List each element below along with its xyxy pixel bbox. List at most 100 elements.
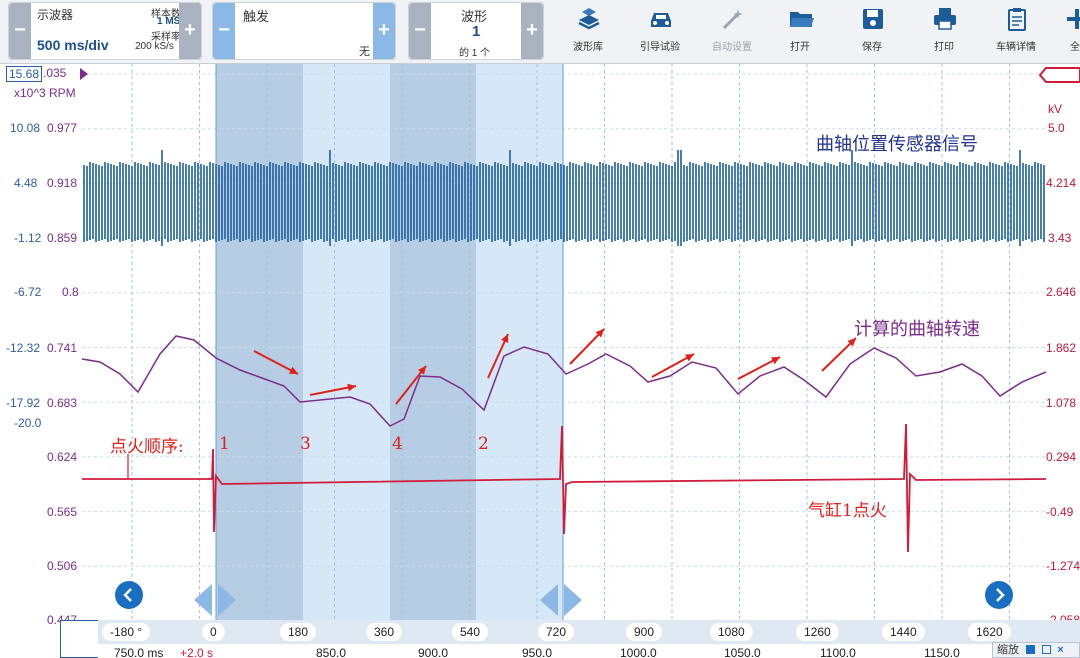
ruler-degree-label: 720 [538,623,575,641]
timebase-decrease-button[interactable]: − [9,3,31,59]
ruler-degree-label: 1260 [796,623,839,641]
ruler-degree-label: 360 [366,623,403,641]
close-icon[interactable]: × [1057,644,1064,656]
left-axis-a-top[interactable]: 15.68 [6,66,43,82]
time-label: 1150.0 [924,646,960,658]
left-axis-b-tick: 0.506 [47,559,78,573]
open-button[interactable]: 打开 [768,2,832,60]
open-label: 打开 [790,42,810,53]
floppy-disk-icon [863,9,883,29]
waveform-of: 的 1 个 [459,48,491,59]
vehicle-details-button[interactable]: 车辆详情 [984,2,1048,60]
scroll-left-button[interactable] [114,580,144,610]
waveform-prev-button[interactable]: − [409,3,431,59]
guided-test-button[interactable]: 引导试验 [628,2,692,60]
waveform-library-label: 波形库 [573,42,603,53]
scroll-right-button[interactable] [984,580,1014,610]
chevron-left-icon [123,588,132,602]
firing-order-annotation: 点火顺序: [110,437,184,457]
more-label: 全 [1070,42,1080,53]
left-axis-b-tick: 0.977 [47,121,78,135]
right-axis-tick: 3.43 [1048,231,1072,245]
left-axis-b-tick: 0.918 [47,176,78,190]
scope-plot[interactable]: 15.68 .035 x10^3 RPM 10.08 4.48 -1.12 -6… [0,64,1080,627]
waveform-title: 波形 [461,9,488,24]
time-label: 900.0 [418,646,449,658]
arrow-head-icon [289,366,298,374]
right-axis-tick: 2.646 [1046,285,1077,299]
left-axis-a-tick: 10.08 [10,121,41,135]
waveform-number[interactable]: 1 [472,23,481,40]
auto-setup-button[interactable]: 自动设置 [700,2,764,60]
timebase-value[interactable]: 500 ms/div [37,37,109,53]
time-label: 1100.0 [820,646,856,658]
right-axis-tick: -0.49 [1046,505,1074,519]
right-axis-tick: 1.078 [1046,396,1077,410]
zoom-label: 缩放 [997,644,1019,656]
right-axis-tick: 5.0 [1048,121,1065,135]
ruler-origin-box [60,620,98,658]
degree-ruler[interactable]: -180 ° 0 180 360 540 720 900 1080 1260 1… [98,620,1080,644]
time-label: 850.0 [316,646,347,658]
guided-test-label: 引导试验 [640,42,680,53]
rate-label: 采样率 [151,32,181,43]
folder-icon [790,12,814,27]
ruler-degree-label: 1440 [882,623,925,641]
cylinder-band [390,64,476,620]
clipboard-icon [1008,8,1026,31]
ruler-degree-label: 900 [626,623,663,641]
time-offset-label: +2.0 s [180,646,214,658]
ignition-trace [82,423,1047,553]
time-label: 750.0 ms [114,646,164,658]
cylinder-label: 2 [478,434,489,454]
timebase-increase-button[interactable]: + [179,3,201,59]
trigger-control: − 触发 无 + [212,2,396,60]
ruler-handle-left[interactable] [192,582,240,618]
maximize-icon[interactable] [1042,645,1052,654]
left-axis-b-tick: 0.8 [62,285,79,299]
save-button[interactable]: 保存 [840,2,904,60]
minimize-icon[interactable] [1026,645,1036,654]
auto-setup-label: 自动设置 [712,42,752,53]
time-ruler: 750.0 ms +2.0 s 850.0 900.0 950.0 1000.0… [98,644,1080,658]
print-label: 打印 [934,42,954,53]
cylinder-label: 1 [219,434,230,454]
left-axis-b-tick: 0.683 [47,396,78,410]
left-axis-a-tick: 4.48 [14,176,38,190]
arrow-head-icon [685,354,694,362]
trend-arrow [253,350,299,375]
waveform-next-button[interactable]: + [521,3,543,59]
left-axis-a-unit: x10^3 RPM [14,86,76,100]
trigger-title: 触发 [243,9,270,24]
time-label: 1000.0 [620,646,657,658]
left-axis-marker [80,68,88,80]
wand-icon [722,9,743,30]
trigger-increase-button[interactable]: + [373,3,395,59]
left-axis-b-tick: 0.741 [47,341,78,355]
more-button[interactable]: 全 [1056,2,1080,60]
cylinder1-fire-annotation: 气缸1点火 [808,501,887,521]
left-axis-a-tick: -20.0 [14,416,42,430]
left-axis-a-tick: -1.12 [14,231,42,245]
trigger-decrease-button[interactable]: − [213,3,235,59]
rate-value: 200 kS/s [135,41,174,52]
books-icon [578,8,600,30]
arrow-head-icon [847,338,856,347]
ruler-degree-label: -180 ° [102,623,151,641]
left-axis-b-tick: 0.624 [47,450,78,464]
vehicle-details-label: 车辆详情 [996,42,1036,53]
trigger-value[interactable]: 无 [359,46,370,58]
arrow-head-icon [501,334,509,343]
waveform-library-button[interactable]: 波形库 [556,2,620,60]
left-axis-b-tick: 0.565 [47,505,78,519]
left-axis-b-top[interactable]: .035 [43,66,67,80]
right-axis-tick: 4.214 [1046,176,1077,190]
plus-icon [1067,9,1080,29]
arrow-head-icon [595,329,604,338]
left-axis-a-tick: -6.72 [14,285,42,299]
scope-title: 示波器 [37,8,74,22]
print-button[interactable]: 打印 [912,2,976,60]
zoom-panel[interactable]: 缩放 × [992,642,1080,658]
ruler-handle-right[interactable] [538,582,586,618]
